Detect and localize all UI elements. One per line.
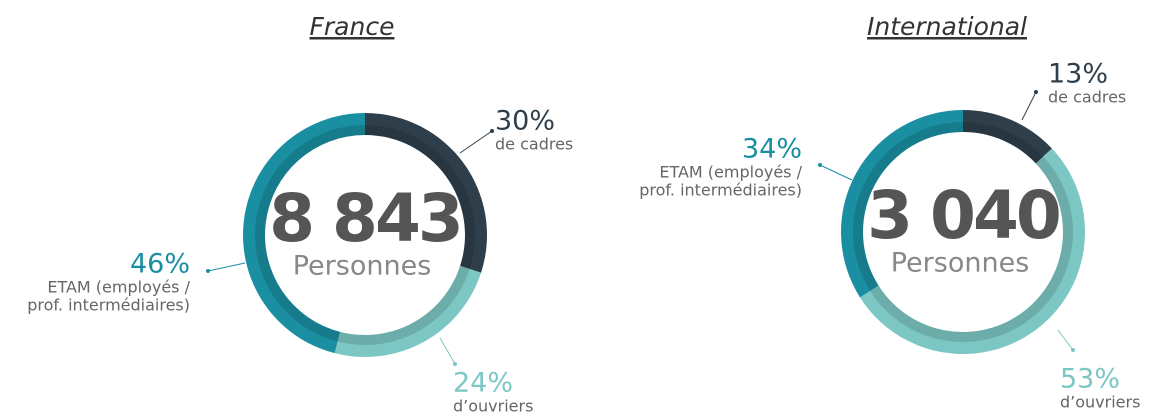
- leader-dot: [1071, 348, 1075, 352]
- category-label: ETAM (employés /: [659, 163, 802, 182]
- donut-segment: [334, 265, 482, 357]
- leader-line: [207, 262, 246, 272]
- leader-line: [1021, 91, 1037, 121]
- center-value: 3 040: [867, 177, 1059, 254]
- center-value: 8 843: [269, 180, 461, 257]
- chart-title: International: [867, 12, 1027, 41]
- leader-dot: [490, 129, 494, 133]
- leader-dot: [818, 163, 822, 167]
- category-label: prof. intermédiaires): [27, 296, 190, 315]
- category-label: prof. intermédiaires): [639, 181, 802, 200]
- value-label: 34%: [742, 134, 802, 165]
- value-label: 13%: [1048, 59, 1108, 90]
- leader-dot: [206, 269, 210, 273]
- leader-line: [439, 337, 456, 365]
- leader-dot: [1034, 90, 1038, 94]
- leader-line: [1057, 329, 1074, 351]
- donut-segment: [365, 113, 487, 273]
- leader-line: [459, 130, 493, 154]
- value-label: 24%: [453, 368, 513, 399]
- center-label: Personnes: [293, 251, 432, 282]
- donut-segment: [242, 113, 365, 354]
- category-label: d’ouvriers: [1060, 393, 1140, 412]
- category-label: d’ouvriers: [453, 397, 533, 416]
- category-label: de cadres: [1048, 88, 1126, 107]
- center-label: Personnes: [891, 248, 1030, 279]
- value-label: 30%: [495, 106, 555, 137]
- leader-line: [819, 164, 853, 181]
- donut-segment: [841, 109, 963, 298]
- ring-shade: [255, 125, 475, 345]
- donut-segment: [963, 110, 1052, 164]
- value-label: 53%: [1060, 364, 1120, 395]
- donut-segment: [859, 148, 1085, 355]
- ring-shade: [853, 122, 1073, 342]
- value-label: 46%: [130, 249, 190, 280]
- category-label: ETAM (employés /: [47, 278, 190, 297]
- category-label: de cadres: [495, 135, 573, 154]
- chart-title: France: [310, 12, 395, 41]
- leader-dot: [453, 362, 457, 366]
